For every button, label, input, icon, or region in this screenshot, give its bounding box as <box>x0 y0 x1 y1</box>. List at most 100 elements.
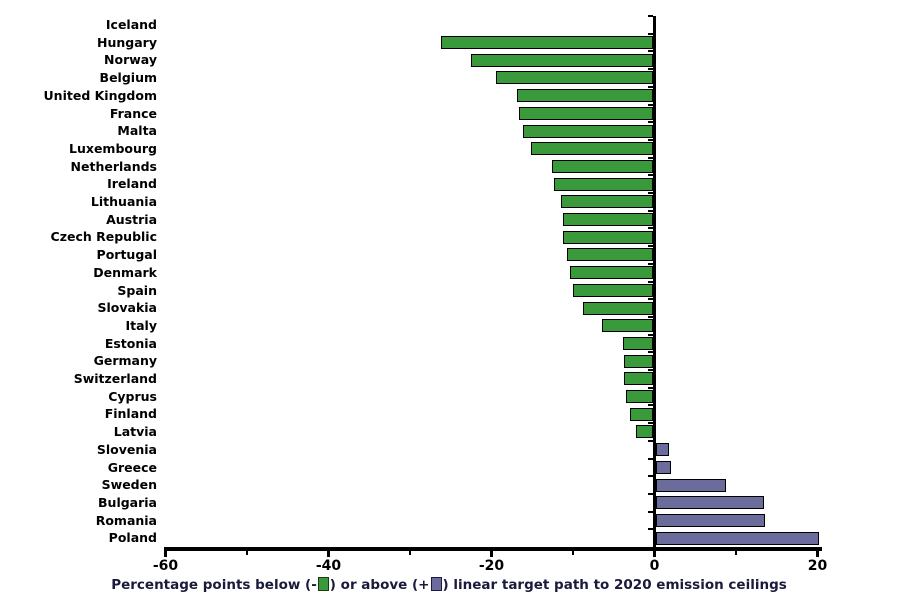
x-axis-tick-label: -20 <box>478 558 505 574</box>
x-axis-tick-label: 20 <box>807 558 828 574</box>
bar-below-target <box>601 319 653 333</box>
y-axis-tick <box>648 262 653 265</box>
chart-row: Malta <box>0 122 898 140</box>
x-axis-major-tick <box>653 551 656 557</box>
country-label: United Kingdom <box>43 87 157 103</box>
x-axis-major-tick <box>816 551 819 557</box>
y-axis-tick <box>648 475 653 478</box>
country-label: Luxembourg <box>69 140 157 156</box>
chart-row: Cyprus <box>0 388 898 406</box>
bar-below-target <box>554 177 653 191</box>
bar-below-target <box>582 301 653 315</box>
bar-above-target <box>656 460 672 474</box>
y-axis-tick <box>648 298 653 301</box>
chart-row: Italy <box>0 317 898 335</box>
country-label: Italy <box>125 317 158 333</box>
bar-below-target <box>566 248 653 262</box>
legend-above-swatch-icon <box>430 577 442 591</box>
y-axis-tick <box>648 439 653 442</box>
country-label: Portugal <box>96 247 157 263</box>
y-axis-tick <box>648 50 653 53</box>
y-axis-tick <box>648 422 653 425</box>
chart-row: Lithuania <box>0 193 898 211</box>
chart-row: Netherlands <box>0 158 898 176</box>
zero-axis-line <box>653 16 656 547</box>
chart-row: Slovakia <box>0 299 898 317</box>
bar-above-target <box>656 443 670 457</box>
x-axis-line <box>164 547 822 551</box>
x-axis-minor-tick <box>572 551 574 555</box>
x-axis-tick-label: 0 <box>649 558 660 574</box>
country-label: Slovenia <box>96 441 157 457</box>
x-axis-major-tick <box>164 551 167 557</box>
country-label: Finland <box>104 406 157 422</box>
chart-row: Latvia <box>0 423 898 441</box>
x-axis-minor-tick <box>735 551 737 555</box>
y-axis-tick <box>648 492 653 495</box>
bar-below-target <box>623 354 653 368</box>
country-label: Hungary <box>97 34 157 50</box>
x-axis-minor-tick <box>409 551 411 555</box>
chart-row: Iceland <box>0 16 898 34</box>
y-axis-tick <box>648 333 653 336</box>
chart-row: Estonia <box>0 335 898 353</box>
bar-below-target <box>573 283 653 297</box>
y-axis-tick <box>648 315 653 318</box>
chart-row: Romania <box>0 512 898 530</box>
chart-row: Portugal <box>0 246 898 264</box>
y-axis-tick <box>648 32 653 35</box>
chart-row: Bulgaria <box>0 494 898 512</box>
chart-row: United Kingdom <box>0 87 898 105</box>
country-label: Romania <box>95 512 157 528</box>
caption-text-below: Percentage points below (- <box>111 577 317 593</box>
chart-row: Poland <box>0 529 898 547</box>
bar-below-target <box>560 195 653 209</box>
y-axis-tick <box>648 457 653 460</box>
y-axis-tick <box>648 280 653 283</box>
country-label: Austria <box>106 211 157 227</box>
bar-below-target <box>626 390 653 404</box>
bar-below-target <box>551 159 653 173</box>
country-label: Malta <box>117 123 157 139</box>
y-axis-tick <box>648 121 653 124</box>
y-axis-tick <box>648 386 653 389</box>
y-axis-tick <box>648 369 653 371</box>
country-label: Lithuania <box>90 194 157 209</box>
country-label: Iceland <box>105 17 157 32</box>
country-label: Switzerland <box>73 371 157 386</box>
country-label: Czech Republic <box>50 229 157 245</box>
y-axis-tick <box>648 351 653 354</box>
country-label: Bulgaria <box>98 494 157 510</box>
caption-text-above: ) or above (+ <box>329 577 430 593</box>
x-axis-tick-label: -40 <box>315 558 342 574</box>
country-label: Belgium <box>99 70 157 86</box>
bar-below-target <box>563 213 653 227</box>
chart-row: Denmark <box>0 264 898 282</box>
bar-below-target <box>519 106 653 120</box>
bar-below-target <box>563 230 653 244</box>
chart-row: Hungary <box>0 34 898 52</box>
country-label: Netherlands <box>70 158 157 174</box>
country-label: Poland <box>108 530 157 546</box>
bar-below-target <box>530 142 653 156</box>
x-axis-major-tick <box>490 551 493 557</box>
chart-row: Slovenia <box>0 441 898 459</box>
chart-row: Austria <box>0 211 898 229</box>
chart-row: Ireland <box>0 175 898 193</box>
country-label: Ireland <box>107 176 157 192</box>
y-axis-tick <box>648 103 653 106</box>
country-label: Slovakia <box>97 300 158 316</box>
chart-row: France <box>0 105 898 123</box>
y-axis-tick <box>648 245 653 248</box>
country-label: Greece <box>107 459 157 475</box>
bar-below-target <box>622 336 653 350</box>
bar-below-target <box>441 36 653 50</box>
bar-below-target <box>522 124 653 138</box>
chart-row: Luxembourg <box>0 140 898 158</box>
chart-row: Belgium <box>0 69 898 87</box>
bar-above-target <box>656 496 764 510</box>
country-label: Norway <box>104 52 157 68</box>
chart-row: Germany <box>0 352 898 370</box>
bar-below-target <box>471 53 653 67</box>
